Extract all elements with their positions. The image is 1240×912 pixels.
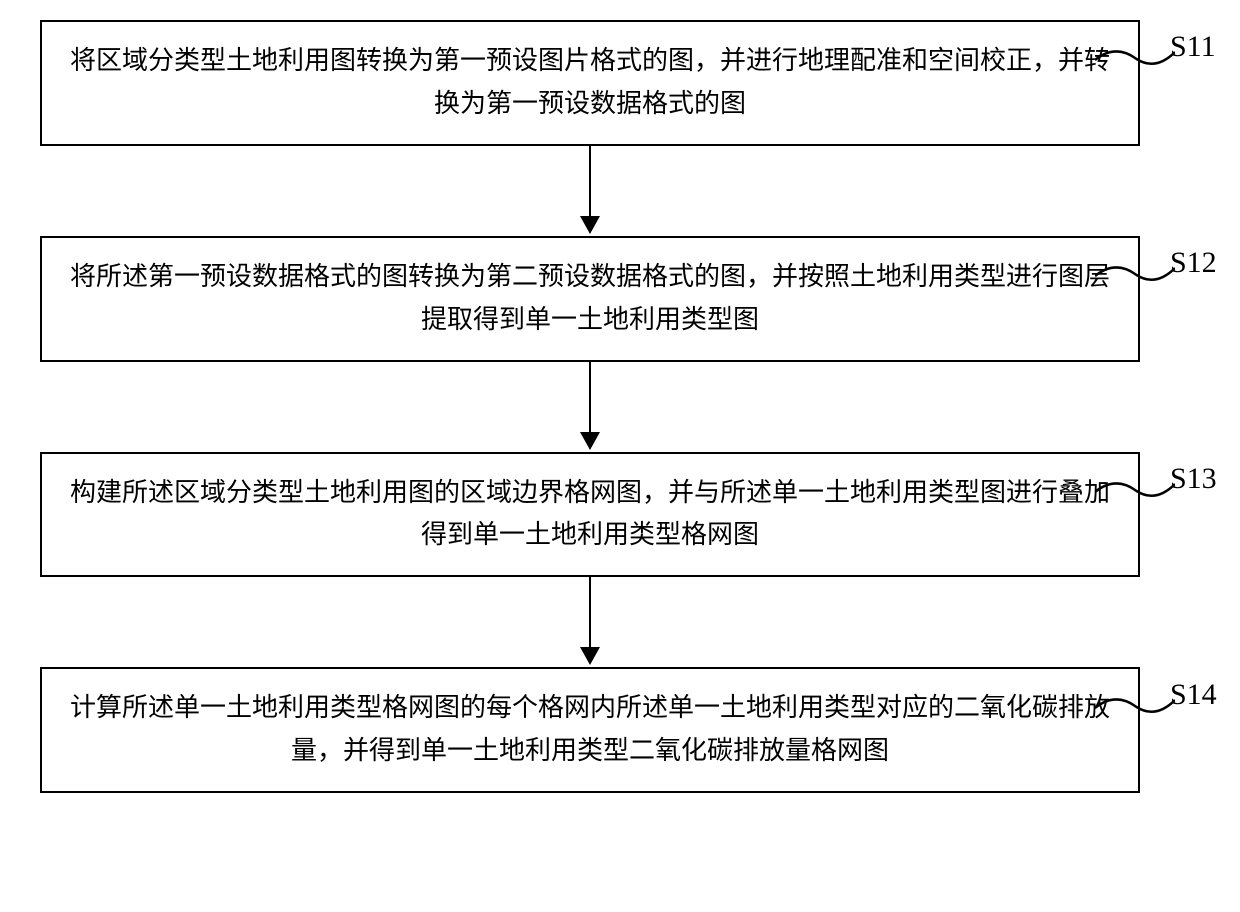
step-text: 构建所述区域分类型土地利用图的区域边界格网图，并与所述单一土地利用类型图进行叠加… — [70, 478, 1110, 550]
step-text: 将区域分类型土地利用图转换为第一预设图片格式的图，并进行地理配准和空间校正，并转… — [70, 46, 1110, 118]
arrow-line — [589, 577, 591, 649]
arrow-head-icon — [580, 216, 600, 234]
flow-step: 计算所述单一土地利用类型格网图的每个格网内所述单一土地利用类型对应的二氧化碳排放… — [40, 667, 1140, 793]
arrow-head-icon — [580, 647, 600, 665]
step-box-s13: 构建所述区域分类型土地利用图的区域边界格网图，并与所述单一土地利用类型图进行叠加… — [40, 452, 1140, 578]
arrow-head-icon — [580, 432, 600, 450]
flow-arrow — [40, 146, 1140, 236]
squiggle-connector-icon — [1095, 42, 1175, 72]
flow-step: 将区域分类型土地利用图转换为第一预设图片格式的图，并进行地理配准和空间校正，并转… — [40, 20, 1140, 146]
step-text: 将所述第一预设数据格式的图转换为第二预设数据格式的图，并按照土地利用类型进行图层… — [70, 262, 1110, 334]
squiggle-connector-icon — [1095, 474, 1175, 504]
step-text: 计算所述单一土地利用类型格网图的每个格网内所述单一土地利用类型对应的二氧化碳排放… — [70, 693, 1110, 765]
flowchart-container: 将区域分类型土地利用图转换为第一预设图片格式的图，并进行地理配准和空间校正，并转… — [40, 20, 1140, 793]
flow-arrow — [40, 362, 1140, 452]
step-box-s14: 计算所述单一土地利用类型格网图的每个格网内所述单一土地利用类型对应的二氧化碳排放… — [40, 667, 1140, 793]
step-label-s14: S14 — [1170, 678, 1217, 712]
arrow-line — [589, 362, 591, 434]
step-label-s13: S13 — [1170, 462, 1217, 496]
step-label-s11: S11 — [1170, 30, 1216, 64]
squiggle-connector-icon — [1095, 690, 1175, 720]
squiggle-connector-icon — [1095, 258, 1175, 288]
step-label-s12: S12 — [1170, 246, 1217, 280]
flow-step: 构建所述区域分类型土地利用图的区域边界格网图，并与所述单一土地利用类型图进行叠加… — [40, 452, 1140, 578]
flow-step: 将所述第一预设数据格式的图转换为第二预设数据格式的图，并按照土地利用类型进行图层… — [40, 236, 1140, 362]
step-box-s11: 将区域分类型土地利用图转换为第一预设图片格式的图，并进行地理配准和空间校正，并转… — [40, 20, 1140, 146]
flow-arrow — [40, 577, 1140, 667]
step-box-s12: 将所述第一预设数据格式的图转换为第二预设数据格式的图，并按照土地利用类型进行图层… — [40, 236, 1140, 362]
arrow-line — [589, 146, 591, 218]
